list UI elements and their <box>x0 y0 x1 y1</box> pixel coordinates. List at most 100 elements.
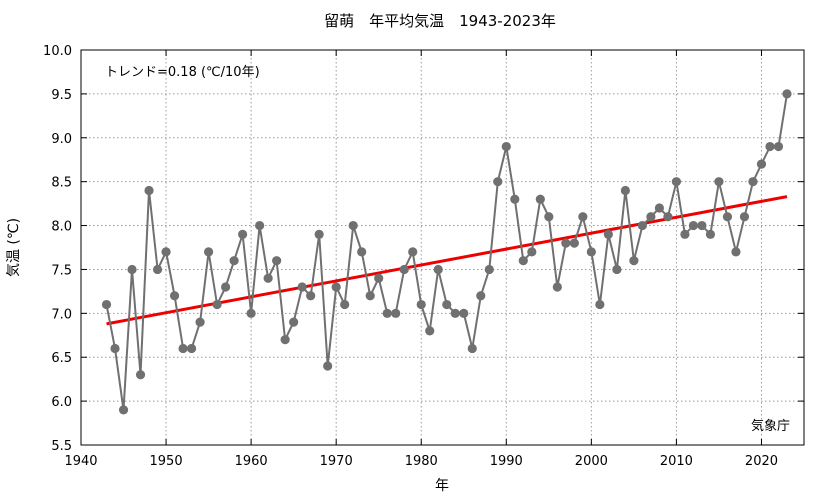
data-point <box>722 212 733 222</box>
data-point <box>374 273 384 283</box>
x-tick-label: 2020 <box>745 454 778 469</box>
series-layer <box>101 89 792 415</box>
data-point <box>186 343 197 354</box>
data-point <box>365 291 375 301</box>
data-point <box>255 220 265 231</box>
data-point <box>135 370 146 380</box>
data-point <box>459 308 469 318</box>
data-point <box>663 212 673 222</box>
data-point <box>297 282 307 292</box>
data-point <box>169 291 180 301</box>
data-point <box>765 141 775 152</box>
data-point <box>671 177 682 187</box>
data-point <box>331 282 341 292</box>
data-point <box>654 203 665 213</box>
data-point <box>289 317 299 327</box>
x-axis-label: 年 <box>435 478 449 494</box>
y-tick-label: 10.0 <box>43 44 72 59</box>
data-point <box>433 264 443 275</box>
x-tick-label: 2000 <box>575 454 608 469</box>
data-point <box>195 317 205 327</box>
data-point <box>212 299 222 310</box>
data-point <box>501 141 511 152</box>
data-point <box>739 212 750 222</box>
grid <box>81 50 804 445</box>
data-point <box>629 256 639 266</box>
data-point <box>127 264 137 275</box>
data-point <box>425 326 435 336</box>
trend-annotation: トレンド=0.18 (℃/10年) <box>105 65 260 80</box>
data-point <box>544 212 554 222</box>
y-tick-label: 5.5 <box>51 439 72 454</box>
data-point <box>178 343 188 354</box>
data-point <box>203 247 214 257</box>
data-point <box>161 247 171 257</box>
data-point <box>152 264 163 275</box>
data-point <box>697 220 707 231</box>
data-point <box>229 256 239 266</box>
data-point <box>118 405 129 415</box>
data-point <box>595 299 605 310</box>
data-point <box>467 343 477 354</box>
data-point <box>773 141 784 152</box>
data-point <box>348 220 358 231</box>
data-point <box>221 282 231 292</box>
data-point <box>680 229 690 239</box>
data-point <box>637 220 647 231</box>
x-tick-label: 1940 <box>64 454 97 469</box>
plot-frame <box>80 49 805 446</box>
data-point <box>731 247 741 257</box>
data-point <box>110 343 120 354</box>
data-point <box>476 291 486 301</box>
data-point <box>280 335 290 345</box>
data-point <box>450 308 460 318</box>
data-point <box>603 229 613 239</box>
y-tick-label: 8.0 <box>51 220 72 235</box>
data-point <box>246 308 256 318</box>
data-point <box>535 194 545 204</box>
data-point <box>586 247 596 257</box>
data-point <box>314 229 324 239</box>
data-point <box>442 299 452 310</box>
y-tick-label: 8.5 <box>51 176 72 191</box>
data-point <box>782 89 792 99</box>
x-tick-label: 1950 <box>150 454 183 469</box>
data-point <box>144 185 154 196</box>
data-point <box>484 264 494 275</box>
data-point <box>357 247 367 257</box>
data-point <box>646 212 656 222</box>
y-tick-label: 6.5 <box>51 351 72 366</box>
data-point <box>238 229 248 239</box>
x-tick-label: 1980 <box>405 454 438 469</box>
data-point <box>340 299 350 310</box>
data-point <box>518 256 528 266</box>
data-point <box>101 299 112 310</box>
data-point <box>714 177 724 187</box>
x-tick-label: 1990 <box>490 454 523 469</box>
y-tick-label: 9.0 <box>51 132 72 147</box>
data-point <box>416 299 426 310</box>
x-tick-label: 1970 <box>320 454 353 469</box>
x-tick-label: 1960 <box>235 454 268 469</box>
data-point <box>382 308 392 318</box>
data-point <box>306 291 316 301</box>
data-point <box>578 212 588 222</box>
data-point <box>408 247 418 257</box>
data-point <box>493 177 503 187</box>
data-point <box>263 273 273 283</box>
y-tick-label: 6.0 <box>51 395 72 410</box>
data-point <box>612 264 622 275</box>
data-point <box>688 220 699 231</box>
data-point <box>510 194 520 204</box>
data-point <box>705 229 716 239</box>
y-tick-label: 9.5 <box>51 88 72 103</box>
source-label: 気象庁 <box>751 418 790 434</box>
data-point <box>756 159 767 169</box>
data-point <box>323 361 333 371</box>
data-point <box>620 185 630 196</box>
chart-title: 留萌 年平均気温 1943-2023年 <box>324 12 556 30</box>
data-point <box>569 238 579 248</box>
data-point <box>272 256 282 266</box>
data-point <box>561 238 571 248</box>
